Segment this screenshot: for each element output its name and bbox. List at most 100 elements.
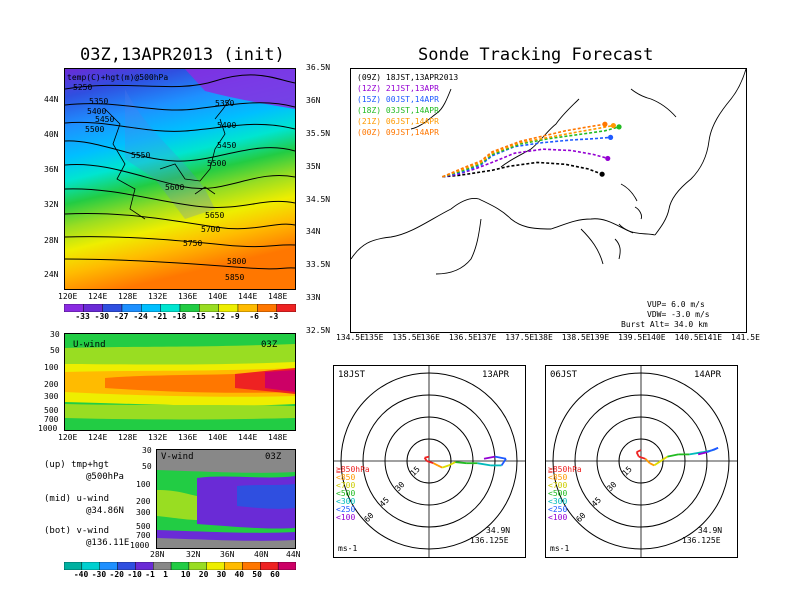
hodo-segment	[494, 455, 507, 460]
lat-tick: 33.5N	[306, 260, 331, 270]
track-line	[442, 148, 609, 178]
lon-tick: 132E	[148, 292, 168, 301]
landing-point	[610, 122, 616, 129]
colorbar-swatch	[64, 304, 84, 312]
legend-lt300: <300	[548, 497, 568, 506]
colorbar-swatch	[237, 304, 258, 312]
lon-tick: 137.5E	[505, 333, 535, 342]
colorbar-label: -24	[133, 312, 148, 321]
lat-tick: 24N	[44, 270, 59, 279]
sonde-title: Sonde Tracking Forecast	[418, 45, 654, 65]
legend-lt300: <300	[336, 497, 356, 506]
hodo-segment	[653, 460, 662, 467]
colorbar-swatch	[277, 562, 296, 570]
p-tick: 100	[136, 480, 151, 489]
lon-tick: 134.5E	[336, 333, 365, 342]
temperature-colorbar	[64, 304, 296, 312]
temperature-field	[65, 69, 295, 289]
colorbar-label: -3	[268, 312, 279, 321]
v-wind-time: 03Z	[265, 452, 282, 462]
p-tick: 500	[44, 406, 59, 415]
lon-tick: 141E	[702, 333, 723, 342]
hgt-label-5350: 5350	[89, 97, 109, 106]
hgt-label-5500b: 5500	[207, 159, 227, 168]
colorbar-swatch	[179, 304, 200, 312]
temperature-colorbar-labels: -33 -30 -27 -24 -21 -18 -15 -12 -9 -6 -3	[64, 312, 296, 322]
launch-label-09z: (09Z) 18JST,13APR2013	[357, 73, 459, 82]
hgt-label-5350b: 5350	[215, 99, 235, 108]
legend-lt100: <100	[548, 513, 568, 522]
hgt-label-5450b: 5450	[217, 141, 237, 150]
legend-lt500: <500	[336, 489, 356, 498]
lat-tick: 36N	[306, 95, 321, 105]
track-line	[442, 124, 614, 178]
p-tick: 200	[44, 380, 59, 389]
lat-tick: 40N	[254, 550, 269, 559]
legend-lt100: <100	[336, 513, 356, 522]
lon-tick: 138E	[533, 333, 553, 342]
hodo-time: 18JST	[338, 370, 366, 380]
colorbar-swatch	[206, 562, 225, 570]
lon-tick: 120E	[58, 292, 78, 301]
colorbar-label: -15	[191, 312, 206, 321]
hgt-label-5700: 5700	[201, 225, 221, 234]
hodo-segment	[636, 449, 642, 454]
colorbar-label: 50	[252, 570, 262, 579]
colorbar-swatch	[153, 562, 172, 570]
hodo-segment	[483, 455, 496, 460]
lon-tick: 124E	[88, 292, 108, 301]
colorbar-swatch	[135, 562, 154, 570]
track-line	[442, 136, 611, 178]
colorbar-swatch	[81, 562, 100, 570]
hodo-segment	[477, 462, 491, 467]
colorbar-swatch	[141, 304, 161, 312]
hodo-segment	[697, 451, 708, 456]
p-tick: 1000	[38, 424, 58, 433]
lat-tick: 32.5N	[306, 326, 331, 335]
lat-tick: 35.5N	[306, 128, 331, 138]
ring-label: 45	[378, 495, 391, 508]
ring-label: 15	[409, 465, 422, 478]
hodo-segment	[500, 458, 507, 466]
ring-label: 45	[590, 495, 603, 508]
p-tick: 200	[136, 497, 151, 506]
lat-tick: 34N	[306, 227, 321, 237]
hodograph-13apr: 15 30 45 60 18JST 13APR 34.9N 136.125E ms-1…	[333, 365, 526, 558]
legend-up: (up) tmp+hgt	[44, 460, 110, 470]
track-line	[442, 161, 603, 178]
lon-tick: 139E	[589, 333, 610, 342]
lon-tick: 128E	[118, 433, 138, 442]
lat-tick: 33N	[306, 293, 321, 303]
colorbar-swatch	[242, 562, 261, 570]
hodo-segment	[635, 451, 640, 458]
legend-lt850: <850	[548, 473, 568, 482]
colorbar-label: -10	[127, 570, 142, 579]
colorbar-swatch	[83, 304, 103, 312]
v-wind-label: V-wind	[161, 452, 194, 462]
lon-tick: 140E	[208, 292, 228, 301]
colorbar-swatch	[276, 304, 296, 312]
landing-point	[607, 134, 614, 140]
p-tick: 500	[136, 522, 151, 531]
lat-tick: 44N	[44, 95, 59, 104]
lat-tick: 40N	[44, 130, 59, 139]
lat-tick: 44N	[286, 550, 301, 559]
hodo-segment	[455, 461, 467, 465]
legend-mid: (mid) u-wind	[44, 494, 110, 504]
wind-colorbar	[64, 562, 296, 570]
hodo-segment	[660, 455, 668, 462]
colorbar-swatch	[260, 562, 279, 570]
lon-tick: 140.5E	[674, 333, 704, 342]
ring-label: 30	[605, 480, 618, 493]
landing-point	[605, 155, 611, 162]
hodo-segment	[448, 461, 456, 467]
landing-point	[599, 171, 605, 177]
colorbar-swatch	[121, 304, 142, 312]
left-map-title: 03Z,13APR2013 (init)	[80, 45, 285, 65]
lon-tick: 148E	[268, 433, 288, 442]
hodo-lon: 136.125E	[682, 536, 721, 545]
lon-tick: 124E	[88, 433, 108, 442]
hodo-unit: ms-1	[550, 544, 570, 553]
lon-tick: 136E	[178, 292, 198, 301]
